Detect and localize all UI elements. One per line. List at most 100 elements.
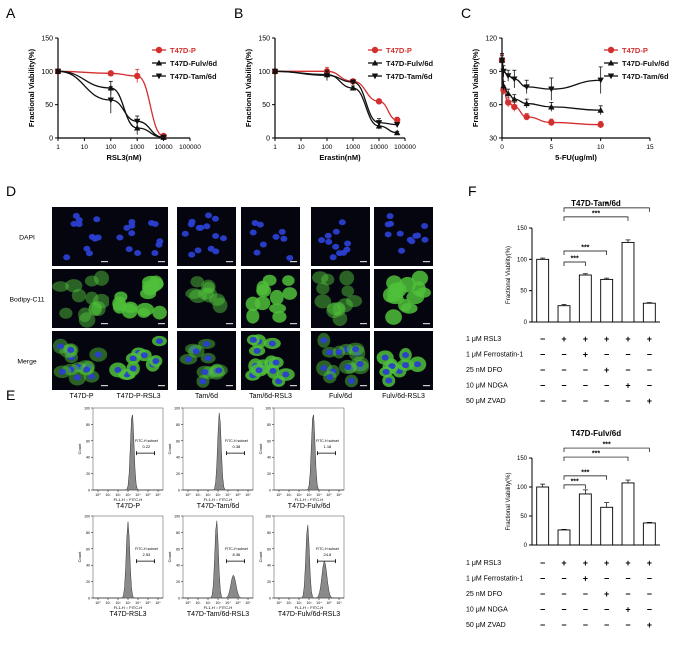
cell-membrane (112, 296, 126, 311)
treatment-sign: + (583, 574, 588, 584)
cell-nucleus (251, 219, 259, 226)
x-tick-label: 10⁵ (145, 493, 151, 497)
x-tick-label: 10³ (215, 601, 221, 605)
x-tick-label: 10⁰ (95, 493, 101, 497)
cell-nucleus (268, 340, 276, 347)
cell-nucleus (219, 235, 227, 242)
x-tick-label: 10¹ (105, 601, 111, 605)
cell-membrane (269, 303, 287, 314)
treatment-label: 10 μM NDGA (466, 607, 508, 614)
treatment-sign: − (583, 365, 588, 375)
legend-marker (607, 73, 615, 80)
x-axis-label: 5-FU(ug/ml) (555, 153, 597, 162)
treatment-sign: + (625, 558, 630, 568)
x-axis-label: FL1-H :: FITC-H (295, 497, 324, 502)
cell-nucleus (128, 218, 136, 225)
treatment-label: 50 μM ZVAD (466, 398, 506, 405)
cell-nucleus (282, 371, 290, 378)
micrograph-grid: DAPI Bodipy-C11 Merge T47D-P T47D-P-RSL3 Tam/… (9, 207, 433, 400)
y-tick-label: 100 (517, 257, 528, 263)
cell-nucleus (320, 337, 328, 344)
treatment-sign: − (561, 589, 566, 599)
cell-membrane (137, 308, 151, 319)
significance-label: *** (592, 451, 600, 458)
histogram-peak (93, 521, 163, 599)
y-axis-label: Count (258, 443, 263, 455)
legend-label: T47D-P (170, 46, 196, 55)
y-tick-label: 60 (489, 102, 497, 109)
data-point (323, 72, 331, 79)
cell-membrane (256, 284, 272, 298)
treatment-label: 1 μM Ferrostatin-1 (466, 352, 523, 359)
treatment-sign: − (647, 574, 652, 584)
x-tick-label: 100000 (394, 144, 416, 151)
x-tick-label: 10⁵ (235, 493, 241, 497)
x-axis-label: FL1-H :: FITC-H (114, 605, 143, 610)
y-tick-label: 120 (485, 36, 497, 43)
cell-membrane (272, 310, 287, 323)
y-tick-label: 0 (269, 489, 271, 493)
x-tick-label: 10⁴ (135, 493, 141, 497)
data-point (134, 118, 141, 125)
y-axis-label: Count (258, 551, 263, 563)
legend-label: T47D-Fulv/6d (386, 59, 434, 68)
cell-nucleus (275, 378, 283, 385)
treatment-sign: − (583, 620, 588, 630)
histogram-peak (274, 524, 344, 599)
x-tick-label: 10¹ (286, 493, 292, 497)
histogram-label: T47D-Fulv/6d (288, 503, 331, 510)
treatment-sign: + (647, 620, 652, 630)
cell-nucleus (382, 368, 390, 375)
cell-nucleus (249, 229, 257, 236)
cell-membrane (190, 276, 205, 288)
x-tick-label: 10¹ (195, 601, 201, 605)
series-line (274, 70, 398, 126)
legend-marker (155, 46, 163, 54)
cell-membrane (189, 289, 207, 304)
cell-nucleus (286, 254, 294, 261)
cell-nucleus (253, 249, 261, 256)
treatment-sign: + (647, 558, 652, 568)
cell-nucleus (280, 235, 288, 242)
treatment-sign: − (604, 574, 609, 584)
bar-chart-tam: T47D-Tam/6d 0 50 100 150 Fractional Viability… (466, 199, 660, 406)
cell-nucleus (134, 250, 142, 257)
x-tick-label: 1 (56, 144, 60, 151)
data-point (523, 113, 530, 121)
cell-membrane (269, 289, 284, 306)
row-label: Bodipy-C11 (9, 297, 44, 304)
treatment-sign: − (540, 381, 545, 391)
data-point (504, 90, 512, 97)
treatment-sign: − (604, 396, 609, 406)
cell-nucleus (269, 367, 277, 374)
cell-nucleus (414, 232, 422, 239)
treatment-sign: − (604, 350, 609, 360)
y-tick-label: 20 (86, 580, 90, 584)
histogram-label: T47D-P (116, 503, 140, 510)
y-tick-label: 40 (86, 564, 90, 568)
cell-nucleus (155, 338, 163, 345)
data-point (107, 70, 115, 77)
histogram-frame (92, 407, 164, 491)
cell-nucleus (215, 367, 223, 374)
x-tick-label: 10⁶ (245, 493, 251, 497)
treatment-sign: + (625, 334, 630, 344)
cell-membrane (52, 281, 69, 292)
panel-letter-e: E (6, 387, 15, 403)
bar (642, 302, 656, 323)
treatment-label: 25 nM DFO (466, 367, 503, 374)
data-point (548, 119, 555, 126)
scale-bar (290, 261, 297, 263)
treatment-sign: − (540, 589, 545, 599)
series-line (57, 70, 164, 138)
x-tick-label: 10⁴ (225, 493, 231, 497)
bar (536, 486, 550, 546)
x-tick-label: 10⁰ (276, 493, 282, 497)
gate-label: FITC-H subset (225, 439, 248, 443)
treatment-sign: + (625, 381, 630, 391)
treatment-label: 1 μM RSL3 (466, 560, 501, 567)
data-point (349, 84, 357, 91)
treatment-sign: + (604, 558, 609, 568)
treatment-sign: − (625, 365, 630, 375)
cell-membrane (341, 285, 355, 297)
